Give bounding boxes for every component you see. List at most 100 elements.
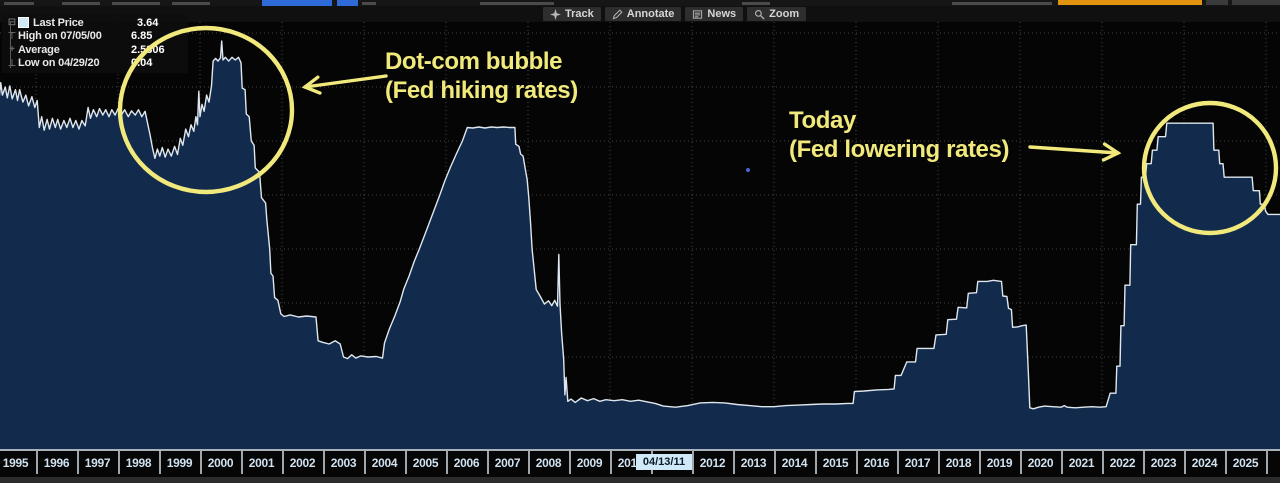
legend-value: 3.64 [137,16,159,29]
axis-year-label: 2017 [904,456,931,470]
axis-tick [1102,451,1104,474]
axis-tick [1225,451,1227,474]
cropped-dark-button[interactable] [1206,0,1228,5]
axis-tick [856,451,858,474]
bottom-window-strip [0,477,1280,483]
axis-year-label: 2002 [289,456,316,470]
cropped-menu-text [742,2,770,5]
axis-tick [77,451,79,474]
axis-tick [36,451,38,474]
axis-tick [528,451,530,474]
cropped-top-toolbar [0,0,1280,6]
toolbar-button-label: Annotate [626,8,675,20]
axis-year-label: 2022 [1109,456,1136,470]
cropped-menu-text [172,2,210,5]
chart-legend: ⊟ Last Price 3.64 ⊤ High on 07/05/00 6.85 + Ave… [2,14,188,73]
price-chart-svg[interactable] [0,6,1280,449]
axis-year-label: 1996 [43,456,70,470]
legend-label: Low on 04/29/20 [18,57,100,70]
axis-tick [118,451,120,474]
legend-label: Average [18,43,60,56]
axis-tick [1020,451,1022,474]
toolbar-button-label: Zoom [769,8,800,20]
axis-year-label: 1997 [84,456,111,470]
axis-tick [1266,451,1268,474]
x-axis[interactable]: 04/13/11 1995 1996 1997 1998 1999 2000 2001 200… [0,451,1280,477]
legend-label: Last Price [33,16,84,29]
series-color-swatch [18,17,29,29]
axis-year-label: 2016 [863,456,890,470]
toolbar-button-annotate[interactable]: Annotate [604,7,682,21]
price-area-fill [0,41,1280,449]
last-marker-icon: ⊟ [7,17,17,29]
cropped-blue-button[interactable] [337,0,358,6]
axis-tick [1184,451,1186,474]
legend-value: 2.5306 [131,43,165,56]
axis-tick [1143,451,1145,474]
axis-year-label: 2008 [535,456,562,470]
axis-year-label: 2006 [453,456,480,470]
axis-tick [323,451,325,474]
axis-tick [610,451,612,474]
axis-year-label: 2003 [330,456,357,470]
cropped-menu-text [952,2,1052,5]
news-icon [692,9,703,20]
axis-year-label: 2019 [986,456,1013,470]
axis-tick [979,451,981,474]
axis-year-label: 2007 [494,456,521,470]
axis-year-label: 2021 [1068,456,1095,470]
chart-plot-area[interactable] [0,6,1280,449]
toolbar-button-zoom[interactable]: Zoom [747,7,807,21]
annotate-icon [612,8,623,20]
axis-tick [692,451,694,474]
axis-tick [897,451,899,474]
legend-label: High on 07/05/00 [18,30,102,43]
crosshair-date-box: 04/13/11 [636,454,692,470]
legend-value: 6.85 [131,30,153,43]
low-marker-icon: ⊥ [7,57,17,69]
axis-year-label: 2012 [699,456,726,470]
toolbar-button-news[interactable]: News [685,7,744,21]
axis-tick [200,451,202,474]
axis-tick [446,451,448,474]
axis-year-label: 1995 [2,456,29,470]
axis-tick [1061,451,1063,474]
legend-row-last[interactable]: ⊟ Last Price 3.64 [6,16,184,30]
axis-tick [938,451,940,474]
axis-year-label: 2015 [822,456,849,470]
cropped-period-selector-button[interactable] [262,0,332,6]
track-icon [550,8,561,20]
axis-year-label: 2025 [1232,456,1259,470]
axis-year-label: 1998 [125,456,152,470]
avg-marker-icon: + [9,44,15,56]
cropped-toolbar-icons [362,2,376,5]
axis-tick [733,451,735,474]
axis-tick [487,451,489,474]
cropped-menu-text [62,2,100,5]
axis-year-label: 1999 [166,456,193,470]
high-marker-icon: ⊤ [7,30,17,42]
axis-year-label: 2005 [412,456,439,470]
zoom-icon [754,9,765,20]
cursor-dot [746,168,750,172]
cropped-menu-text [112,2,160,5]
legend-row-avg[interactable]: + Average 2.5306 [6,43,184,57]
axis-tick [815,451,817,474]
axis-year-label: 2020 [1027,456,1054,470]
axis-tick [282,451,284,474]
axis-year-label: 2024 [1191,456,1218,470]
legend-row-high[interactable]: ⊤ High on 07/05/00 6.85 [6,30,184,44]
toolbar-button-label: Track [565,8,594,20]
toolbar-button-track[interactable]: Track [543,7,601,21]
cropped-menu-text [4,2,34,5]
legend-row-low[interactable]: ⊥ Low on 04/29/20 0.04 [6,57,184,71]
axis-year-label: 2000 [207,456,234,470]
cropped-menu-text [480,2,554,5]
cropped-amber-bar[interactable] [1058,0,1202,5]
cropped-dark-button[interactable] [1232,0,1280,5]
axis-tick [569,451,571,474]
axis-year-label: 2018 [945,456,972,470]
chart-toolbar-buttons: Track Annotate News Zoom [543,7,807,21]
axis-year-label: 2001 [248,456,275,470]
